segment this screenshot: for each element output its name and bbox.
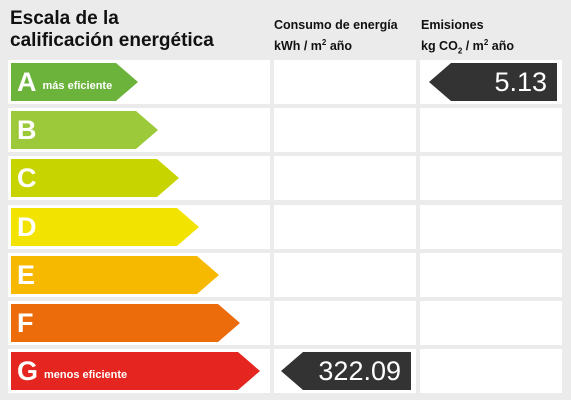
rating-cell: B [8, 108, 270, 152]
rating-letter: D [17, 211, 37, 242]
emissions-cell [420, 253, 562, 297]
emissions-column-header: Emisiones kg CO2 / m2 año [421, 17, 514, 60]
title-line-2: calificación energética [10, 30, 214, 51]
rating-arrow-b: B [11, 111, 158, 149]
rating-row-c: C [0, 156, 571, 200]
emissions-cell [420, 156, 562, 200]
emissions-unit-suffix: año [488, 39, 514, 54]
emissions-unit-sup: 2 [483, 38, 489, 47]
emissions-unit-prefix: kg CO [421, 39, 458, 54]
energy-cell [274, 156, 416, 200]
rating-letter: F [17, 307, 34, 338]
rating-row-e: E [0, 253, 571, 297]
emissions-cell [420, 301, 562, 345]
emissions-header-line-1: Emisiones [421, 18, 484, 32]
rating-label: menos eficiente [44, 369, 128, 381]
emissions-cell [420, 205, 562, 249]
energy-unit-suffix: año [326, 39, 353, 54]
energy-value-tag: 322.09 [281, 352, 411, 390]
rating-letter: G [17, 355, 39, 386]
emissions-header-line-2: kg CO2 / m2 año [421, 34, 514, 60]
rating-letter: A [17, 66, 37, 97]
energy-cell [274, 60, 416, 104]
rating-label: más eficiente [42, 80, 113, 92]
rating-arrow-d: D [11, 208, 199, 246]
energy-cell [274, 301, 416, 345]
rating-letter: C [17, 162, 37, 193]
energy-cell [274, 205, 416, 249]
rating-cell: D [8, 205, 270, 249]
rating-arrow-e: E [11, 256, 219, 294]
rating-letter: B [17, 114, 37, 145]
page-title: Escala de la calificación energética [10, 8, 260, 52]
rating-cell: E [8, 253, 270, 297]
emissions-value-tag: 5.13 [429, 63, 557, 101]
emissions-unit-mid: / m [462, 39, 484, 54]
energy-cell [274, 108, 416, 152]
rating-row-b: B [0, 108, 571, 152]
energy-unit-sup: 2 [321, 38, 327, 47]
energy-cell [274, 253, 416, 297]
rating-cell: C [8, 156, 270, 200]
title-line-1: Escala de la [10, 8, 119, 29]
emissions-cell [420, 349, 562, 393]
rating-cell: F [8, 301, 270, 345]
energy-unit-prefix: kWh / m [274, 39, 322, 54]
rating-arrow-c: C [11, 159, 179, 197]
energy-header-line-1: Consumo de energía [274, 18, 398, 32]
energy-column-header: Consumo de energía kWh / m2 año [274, 17, 398, 55]
rating-letter: E [17, 259, 36, 290]
emissions-cell: 5.13 [420, 60, 562, 104]
emissions-unit-sub: 2 [457, 46, 463, 56]
rating-row-d: D [0, 205, 571, 249]
energy-cell: 322.09 [274, 349, 416, 393]
rating-row-f: F [0, 301, 571, 345]
emissions-cell [420, 108, 562, 152]
rating-arrow-f: F [11, 304, 240, 342]
energy-header-line-2: kWh / m2 año [274, 34, 398, 55]
